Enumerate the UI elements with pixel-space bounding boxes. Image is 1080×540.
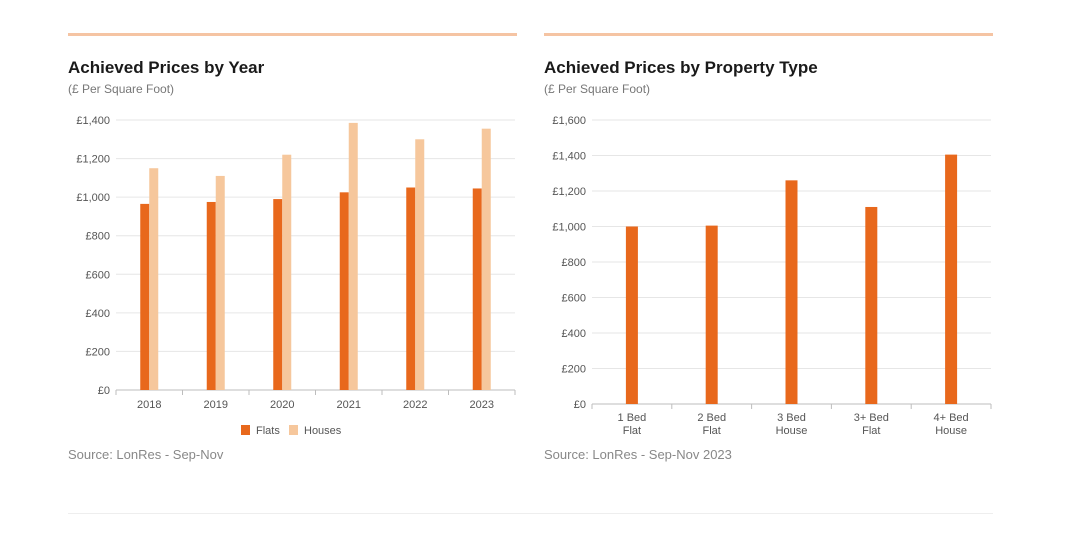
bar-houses bbox=[415, 139, 425, 390]
y-tick-label: £400 bbox=[86, 308, 110, 320]
legend-swatch bbox=[241, 425, 250, 435]
bar bbox=[945, 154, 958, 404]
chart-by-year-plot: £0 £200 £400 £600 £800 £1,000 £1,200 £1,400 2018… bbox=[76, 115, 516, 437]
y-tick-label: £200 bbox=[562, 364, 586, 376]
x-tick-label: 2020 bbox=[270, 399, 294, 411]
chart-subtitle: (£ Per Square Foot) bbox=[544, 82, 651, 96]
x-tick-label: Flat bbox=[862, 425, 880, 437]
y-tick-label: £1,200 bbox=[76, 154, 110, 166]
bar-flats bbox=[273, 199, 283, 390]
x-tick-label: 4+ Bed bbox=[934, 412, 969, 424]
x-tick-label: 2021 bbox=[337, 399, 361, 411]
y-tick-label: £0 bbox=[574, 399, 586, 411]
x-tick-label: Flat bbox=[703, 425, 721, 437]
bar-houses bbox=[348, 122, 358, 391]
bar bbox=[705, 225, 718, 404]
top-accent-rule bbox=[544, 33, 993, 36]
x-tick-label: 2022 bbox=[403, 399, 427, 411]
y-tick-label: £1,200 bbox=[552, 186, 586, 198]
bar-flats bbox=[206, 201, 216, 390]
x-tick-label: 3 Bed bbox=[777, 412, 806, 424]
y-tick-label: £1,000 bbox=[552, 222, 586, 234]
legend-label: Flats bbox=[256, 425, 280, 437]
y-tick-label: £600 bbox=[86, 269, 110, 281]
y-tick-label: £800 bbox=[86, 231, 110, 243]
y-tick-label: £800 bbox=[562, 257, 586, 269]
bottom-divider bbox=[68, 513, 993, 514]
bar bbox=[625, 226, 638, 404]
x-tick-label: 3+ Bed bbox=[854, 412, 889, 424]
bar-flats bbox=[406, 187, 416, 390]
chart-title: Achieved Prices by Year bbox=[68, 58, 265, 77]
y-tick-label: £400 bbox=[562, 328, 586, 340]
top-accent-rule bbox=[68, 33, 517, 36]
x-tick-label: House bbox=[935, 425, 967, 437]
bar-houses bbox=[481, 128, 491, 390]
bar bbox=[785, 180, 798, 404]
x-tick-label: 2023 bbox=[470, 399, 494, 411]
x-tick-label: House bbox=[776, 425, 808, 437]
bar-houses bbox=[282, 154, 292, 390]
x-tick-label: Flat bbox=[623, 425, 641, 437]
y-tick-label: £600 bbox=[562, 293, 586, 305]
source-note: Source: LonRes - Sep-Nov bbox=[68, 447, 224, 462]
bar-houses bbox=[149, 168, 159, 390]
x-tick-label: 1 Bed bbox=[618, 412, 647, 424]
chart-subtitle: (£ Per Square Foot) bbox=[68, 82, 175, 96]
legend-label: Houses bbox=[304, 425, 342, 437]
bar-houses bbox=[215, 175, 225, 390]
y-tick-label: £200 bbox=[86, 346, 110, 358]
x-tick-label: 2018 bbox=[137, 399, 161, 411]
y-tick-label: £1,600 bbox=[552, 115, 586, 127]
y-tick-label: £1,400 bbox=[552, 151, 586, 163]
y-tick-label: £1,400 bbox=[76, 115, 110, 127]
x-tick-label: 2019 bbox=[204, 399, 228, 411]
bar bbox=[865, 206, 878, 404]
chart-by-type-plot: £0 £200 £400 £600 £800 £1,000 £1,200 £1,400 £1,6… bbox=[552, 115, 992, 437]
bar-flats bbox=[339, 192, 349, 390]
legend-swatch bbox=[289, 425, 298, 435]
y-tick-label: £1,000 bbox=[76, 192, 110, 204]
chart-title: Achieved Prices by Property Type bbox=[544, 58, 818, 77]
source-note: Source: LonRes - Sep-Nov 2023 bbox=[544, 447, 732, 462]
x-tick-label: 2 Bed bbox=[697, 412, 726, 424]
bar-flats bbox=[472, 188, 482, 390]
y-tick-label: £0 bbox=[98, 385, 110, 397]
bar-flats bbox=[140, 203, 150, 390]
